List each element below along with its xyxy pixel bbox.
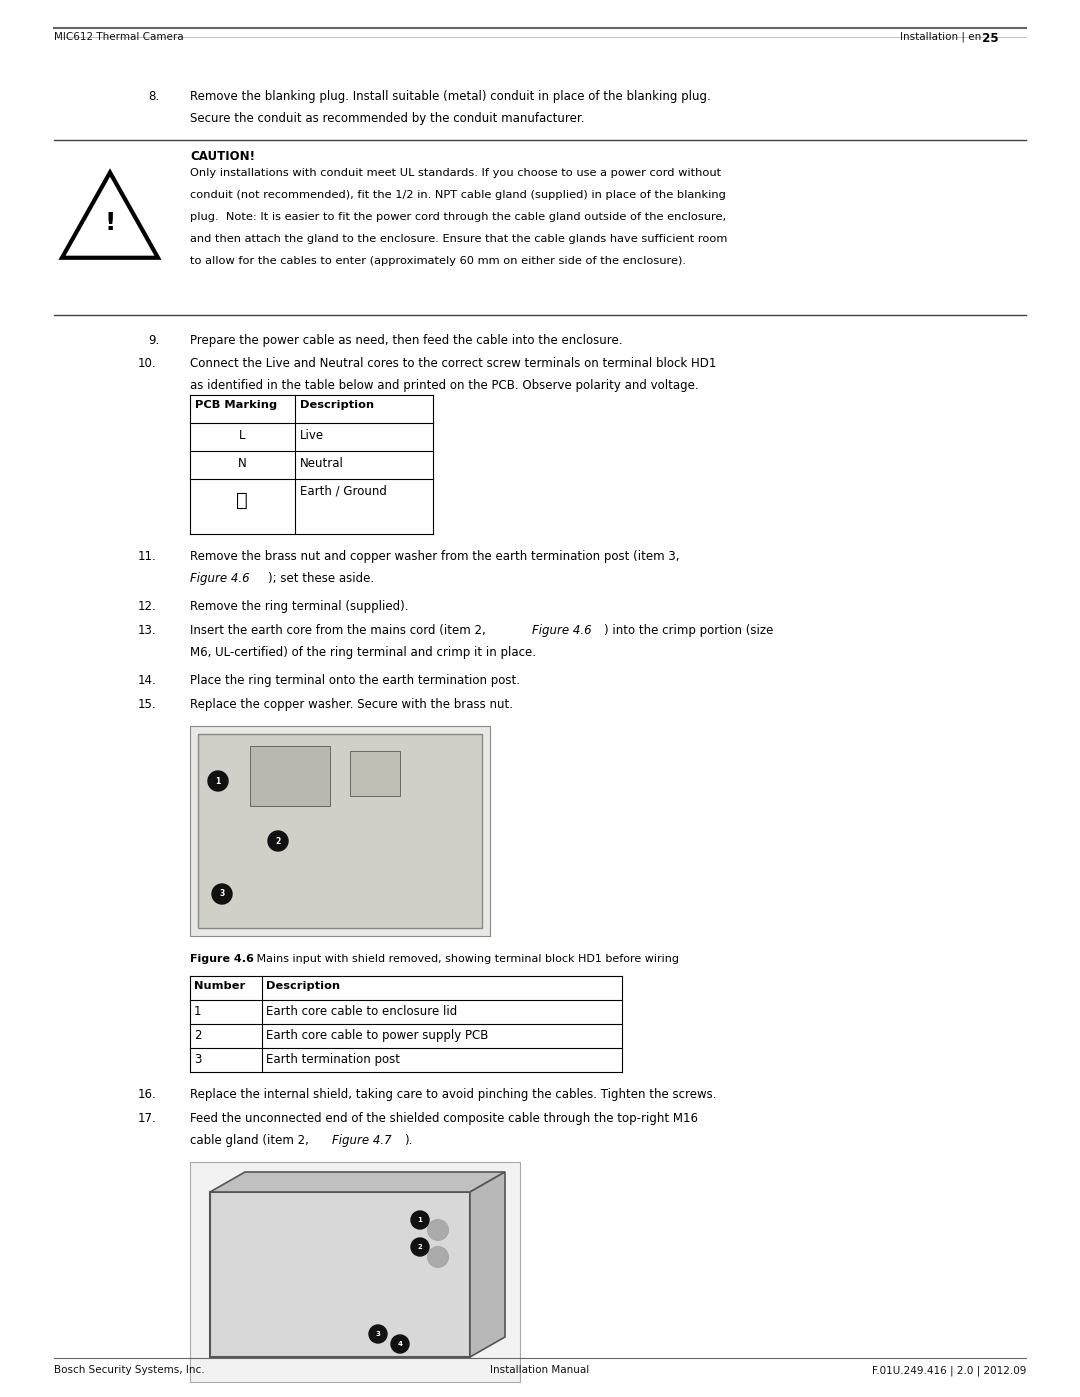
Text: Installation Manual: Installation Manual [490,1365,590,1375]
Text: conduit (not recommended), fit the 1/2 in. NPT cable gland (supplied) in place o: conduit (not recommended), fit the 1/2 i… [190,190,726,200]
FancyBboxPatch shape [190,1162,519,1382]
Text: F.01U.249.416 | 2.0 | 2012.09: F.01U.249.416 | 2.0 | 2012.09 [872,1365,1026,1376]
Text: Neutral: Neutral [300,457,343,469]
Circle shape [212,884,232,904]
Text: N: N [238,457,246,469]
Text: to allow for the cables to enter (approximately 60 mm on either side of the encl: to allow for the cables to enter (approx… [190,256,686,265]
Text: Figure 4.6: Figure 4.6 [190,571,249,585]
Circle shape [428,1220,448,1241]
Text: Figure 4.6: Figure 4.6 [190,954,254,964]
Text: Remove the blanking plug. Install suitable (metal) conduit in place of the blank: Remove the blanking plug. Install suitab… [190,89,711,103]
Text: 1: 1 [215,777,220,785]
Text: Number: Number [194,981,245,990]
Text: L: L [239,429,245,441]
Text: 16.: 16. [138,1088,157,1101]
Text: MIC612 Thermal Camera: MIC612 Thermal Camera [54,32,184,42]
Polygon shape [470,1172,505,1356]
Text: ).: ). [404,1134,413,1147]
Text: 12.: 12. [138,599,157,613]
Text: Earth / Ground: Earth / Ground [300,485,387,497]
Text: Bosch Security Systems, Inc.: Bosch Security Systems, Inc. [54,1365,204,1375]
Text: CAUTION!: CAUTION! [190,149,255,163]
Text: Replace the copper washer. Secure with the brass nut.: Replace the copper washer. Secure with t… [190,698,513,711]
Text: Insert the earth core from the mains cord (item 2,: Insert the earth core from the mains cor… [190,624,489,637]
Text: Prepare the power cable as need, then feed the cable into the enclosure.: Prepare the power cable as need, then fe… [190,334,622,346]
Circle shape [428,1248,448,1267]
Text: PCB Marking: PCB Marking [195,400,278,409]
Polygon shape [210,1192,470,1356]
Circle shape [369,1324,387,1343]
Text: 3: 3 [194,1053,201,1066]
Text: 14.: 14. [138,673,157,687]
Text: 3: 3 [219,890,225,898]
Text: Feed the unconnected end of the shielded composite cable through the top-right M: Feed the unconnected end of the shielded… [190,1112,698,1125]
Text: 15.: 15. [138,698,157,711]
Text: Connect the Live and Neutral cores to the correct screw terminals on terminal bl: Connect the Live and Neutral cores to th… [190,358,716,370]
Text: Figure 4.7: Figure 4.7 [332,1134,392,1147]
Text: Place the ring terminal onto the earth termination post.: Place the ring terminal onto the earth t… [190,673,519,687]
Polygon shape [210,1172,505,1192]
Text: Secure the conduit as recommended by the conduit manufacturer.: Secure the conduit as recommended by the… [190,112,584,124]
Text: Earth core cable to enclosure lid: Earth core cable to enclosure lid [266,1004,457,1018]
Text: Live: Live [300,429,324,441]
FancyBboxPatch shape [249,746,330,806]
Text: cable gland (item 2,: cable gland (item 2, [190,1134,312,1147]
FancyBboxPatch shape [198,733,482,928]
Text: 2: 2 [275,837,281,845]
Circle shape [208,771,228,791]
Text: 9.: 9. [148,334,159,346]
Text: 11.: 11. [138,550,157,563]
Text: 1: 1 [194,1004,202,1018]
Text: Only installations with conduit meet UL standards. If you choose to use a power : Only installations with conduit meet UL … [190,168,721,177]
Text: Remove the ring terminal (supplied).: Remove the ring terminal (supplied). [190,599,408,613]
Text: Replace the internal shield, taking care to avoid pinching the cables. Tighten t: Replace the internal shield, taking care… [190,1088,716,1101]
Circle shape [268,831,288,851]
Text: 4: 4 [397,1341,403,1347]
FancyBboxPatch shape [350,752,400,796]
Text: Earth core cable to power supply PCB: Earth core cable to power supply PCB [266,1030,488,1042]
Text: 8.: 8. [148,89,159,103]
Text: 10.: 10. [138,358,157,370]
Text: M6, UL-certified) of the ring terminal and crimp it in place.: M6, UL-certified) of the ring terminal a… [190,645,536,659]
Text: ⏚: ⏚ [237,490,248,510]
Circle shape [391,1336,409,1354]
Text: and then attach the gland to the enclosure. Ensure that the cable glands have su: and then attach the gland to the enclosu… [190,235,727,244]
Text: Description: Description [300,400,374,409]
Text: plug.  Note: It is easier to fit the power cord through the cable gland outside : plug. Note: It is easier to fit the powe… [190,212,726,222]
Text: 13.: 13. [138,624,157,637]
Text: 2: 2 [194,1030,202,1042]
Circle shape [411,1211,429,1229]
Text: 25: 25 [974,32,999,45]
FancyBboxPatch shape [190,726,490,936]
Text: Remove the brass nut and copper washer from the earth termination post (item 3,: Remove the brass nut and copper washer f… [190,550,679,563]
Text: 17.: 17. [138,1112,157,1125]
Text: as identified in the table below and printed on the PCB. Observe polarity and vo: as identified in the table below and pri… [190,379,699,393]
Text: Description: Description [266,981,340,990]
Text: Installation | en: Installation | en [900,32,982,42]
Text: Mains input with shield removed, showing terminal block HD1 before wiring: Mains input with shield removed, showing… [246,954,679,964]
Text: 3: 3 [376,1331,380,1337]
Text: 1: 1 [418,1217,422,1222]
Text: ); set these aside.: ); set these aside. [268,571,374,585]
Text: !: ! [105,211,116,235]
Text: 2: 2 [418,1243,422,1250]
Text: ) into the crimp portion (size: ) into the crimp portion (size [604,624,773,637]
Circle shape [411,1238,429,1256]
Text: Figure 4.6: Figure 4.6 [532,624,592,637]
Text: Earth termination post: Earth termination post [266,1053,400,1066]
